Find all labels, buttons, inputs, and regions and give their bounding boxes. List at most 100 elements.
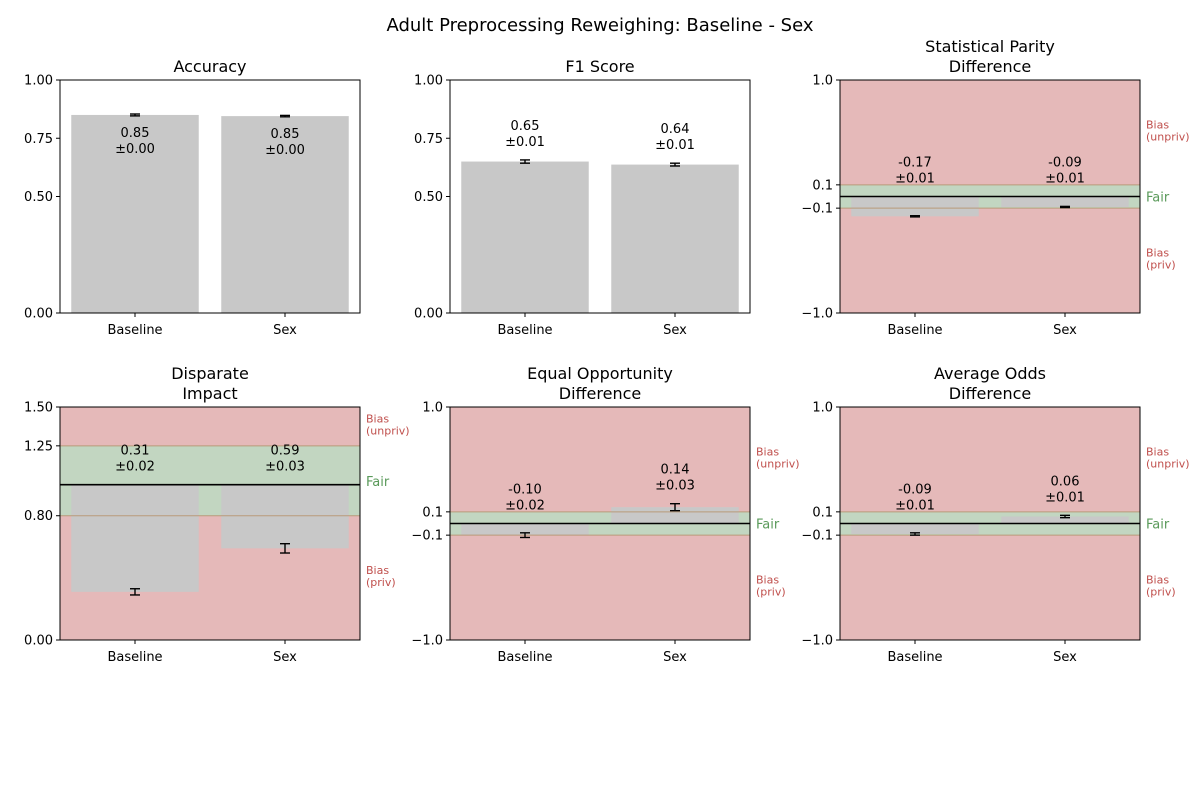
bar-sex: [611, 164, 739, 313]
chart-title: Impact: [182, 384, 237, 403]
chart-title: Equal Opportunity: [527, 364, 673, 383]
data-label-sex: ±0.01: [1045, 172, 1085, 187]
y-tick-label: 1.00: [24, 74, 53, 89]
data-label-baseline: 0.65: [511, 119, 540, 134]
data-label-baseline: ±0.00: [115, 142, 155, 157]
bias-priv-label: (priv): [756, 586, 786, 599]
y-tick-label: −0.1: [801, 529, 833, 544]
bias-unpriv-label: (unpriv): [756, 457, 800, 470]
error-bar-baseline: [130, 588, 140, 596]
chart-title: Disparate: [171, 364, 249, 383]
fair-label: Fair: [1146, 518, 1170, 533]
y-tick-label: 0.00: [24, 634, 53, 649]
bar-sex: [221, 116, 349, 313]
error-bar-baseline: [910, 532, 920, 536]
data-label-sex: 0.85: [271, 127, 300, 142]
fair-label: Fair: [756, 518, 780, 533]
data-label-sex: ±0.01: [1045, 490, 1085, 505]
error-bar-sex: [1060, 514, 1070, 519]
bias-unpriv-label: Bias: [366, 412, 389, 425]
y-tick-label: 1.50: [24, 401, 53, 416]
chart-title: Statistical Parity: [925, 37, 1055, 56]
plot-area: [840, 80, 1140, 313]
y-tick-label: 1.25: [24, 439, 53, 454]
x-tick-label: Sex: [1053, 650, 1077, 665]
axes-frame: [59, 406, 361, 641]
y-tick-label: 0.00: [24, 307, 53, 322]
chart-panel-2: 0.65±0.010.64±0.010.000.500.751.00Baseli…: [414, 57, 751, 338]
y-tick-label: 1.00: [414, 74, 443, 89]
data-label-baseline: ±0.02: [115, 460, 155, 475]
y-tick-label: 1.0: [812, 401, 833, 416]
axes-frame: [839, 79, 1141, 314]
plot-area: [450, 407, 750, 640]
bias-priv-label: Bias: [366, 564, 389, 577]
y-tick-label: −1.0: [801, 634, 833, 649]
axes-frame: [449, 406, 751, 641]
data-label-baseline: -0.17: [898, 156, 932, 171]
x-tick-label: Baseline: [887, 323, 942, 338]
x-tick-label: Baseline: [107, 650, 162, 665]
data-label-sex: ±0.03: [655, 479, 695, 494]
y-tick-label: 0.00: [414, 307, 443, 322]
bias-unpriv-label: (unpriv): [366, 424, 410, 437]
bar-sex: [1001, 516, 1129, 524]
error-bar-sex: [280, 114, 290, 118]
data-label-baseline: -0.09: [898, 483, 932, 498]
x-tick-label: Sex: [273, 650, 297, 665]
bar-baseline: [851, 196, 979, 217]
plot-area: [60, 407, 360, 640]
y-tick-label: 0.1: [812, 178, 833, 193]
bar-sex: [611, 507, 739, 524]
bias-priv-label: (priv): [366, 576, 396, 589]
bar-baseline: [461, 523, 589, 536]
x-tick-label: Baseline: [497, 650, 552, 665]
data-label-baseline: 0.31: [121, 444, 150, 459]
chart-panel-3: -0.17±0.01-0.09±0.01−1.0−0.10.11.0Baseli…: [801, 37, 1189, 338]
bar-sex: [221, 484, 349, 549]
data-label-baseline: ±0.01: [505, 135, 545, 150]
error-bar-sex: [1060, 205, 1070, 209]
data-label-sex: 0.14: [661, 463, 690, 478]
bias-unpriv-label: (unpriv): [1146, 457, 1190, 470]
data-label-baseline: 0.85: [121, 126, 150, 141]
chart-title: F1 Score: [565, 57, 634, 76]
x-tick-label: Baseline: [497, 323, 552, 338]
chart-panel-6: -0.09±0.010.06±0.01−1.0−0.10.11.0Baselin…: [801, 364, 1189, 665]
chart-title: Difference: [949, 57, 1031, 76]
chart-title: Average Odds: [934, 364, 1046, 383]
fair-label: Fair: [366, 475, 390, 490]
chart-panel-1: 0.85±0.000.85±0.000.000.500.751.00Baseli…: [24, 57, 361, 338]
x-tick-label: Sex: [1053, 323, 1077, 338]
y-tick-label: −0.1: [411, 529, 443, 544]
charts-container: 0.85±0.000.85±0.000.000.500.751.00Baseli…: [24, 37, 1190, 665]
data-label-sex: ±0.00: [265, 143, 305, 158]
plot-area: [461, 159, 739, 313]
y-tick-label: 1.0: [422, 401, 443, 416]
bias-unpriv-label: Bias: [756, 445, 779, 458]
chart-title: Accuracy: [173, 57, 246, 76]
y-tick-label: −1.0: [801, 307, 833, 322]
axes-frame: [839, 406, 1141, 641]
y-tick-label: 0.1: [812, 505, 833, 520]
bar-baseline: [851, 523, 979, 534]
y-tick-label: 0.50: [24, 190, 53, 205]
data-label-sex: -0.09: [1048, 156, 1082, 171]
data-label-baseline: ±0.02: [505, 499, 545, 514]
bar-baseline: [71, 114, 199, 313]
data-label-baseline: ±0.01: [895, 172, 935, 187]
bar-baseline: [461, 161, 589, 313]
bias-unpriv-label: (unpriv): [1146, 130, 1190, 143]
y-tick-label: 0.75: [414, 132, 443, 147]
bias-priv-label: Bias: [1146, 574, 1169, 587]
plot-area: [840, 407, 1140, 640]
chart-panel-4: 0.31±0.02 0.59±0.03 0.00 0.80 1.25 1.50 Baseli…: [24, 364, 410, 665]
bias-priv-label: Bias: [1146, 247, 1169, 260]
data-label-sex: 0.59: [271, 444, 300, 459]
x-tick-label: Sex: [663, 323, 687, 338]
y-tick-label: 0.75: [24, 132, 53, 147]
chart-title: Difference: [949, 384, 1031, 403]
y-tick-label: 0.80: [24, 509, 53, 524]
error-bar-sex: [280, 542, 290, 554]
